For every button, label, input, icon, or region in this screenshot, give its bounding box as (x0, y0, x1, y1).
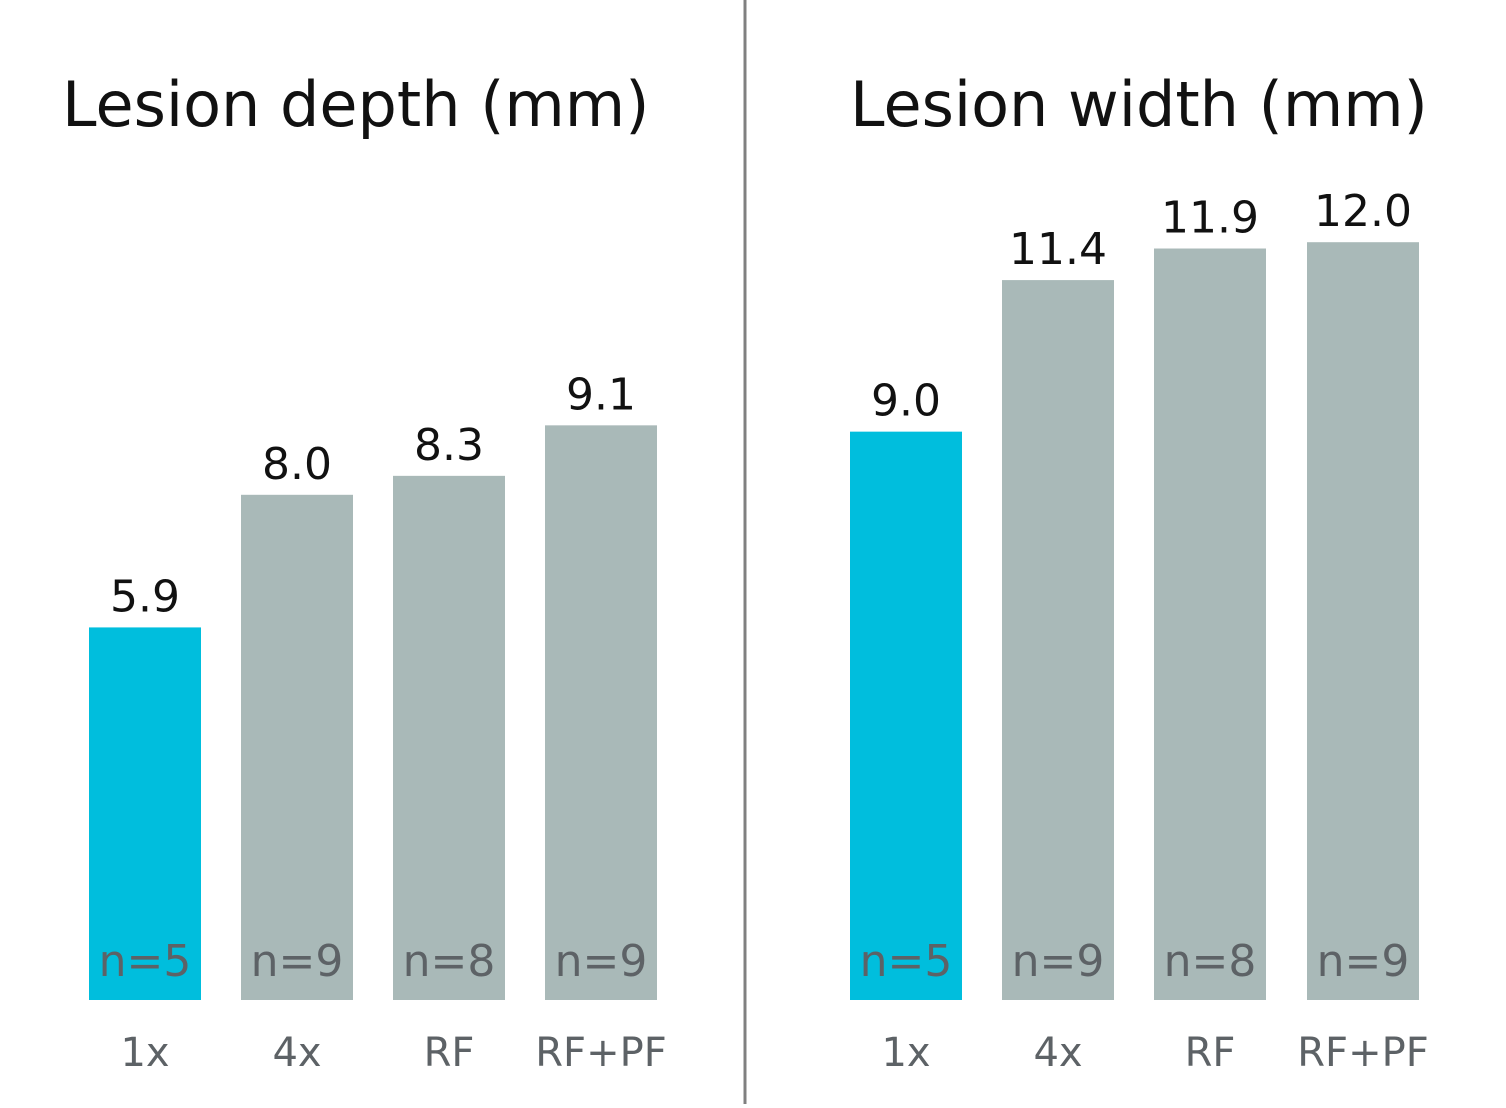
depth-category-label-4: RF+PF (535, 1030, 666, 1076)
depth-bar-2 (241, 494, 353, 1000)
depth-chart-title: Lesion depth (mm) (62, 68, 649, 141)
depth-value-label-4: 9.1 (566, 369, 636, 420)
width-category-label-1: 1x (881, 1030, 930, 1076)
depth-category-label-2: 4x (272, 1030, 321, 1076)
depth-n-label-4: n=9 (555, 936, 648, 987)
depth-bar-3 (393, 475, 505, 1001)
depth-bar-1 (89, 627, 201, 1000)
width-category-label-3: RF (1185, 1030, 1236, 1076)
depth-bar-4 (545, 425, 657, 1001)
width-category-label-2: 4x (1033, 1030, 1082, 1076)
depth-category-label-3: RF (424, 1030, 475, 1076)
width-bar-2 (1002, 280, 1114, 1001)
depth-n-label-3: n=8 (403, 936, 496, 987)
width-bar-1 (850, 431, 962, 1000)
width-value-label-1: 9.0 (871, 376, 941, 427)
width-panel: Lesion width (mm) 9.0 n=5 1x 11.4 n=9 4x 11.9 n… (850, 68, 1429, 1076)
width-n-label-1: n=5 (860, 936, 953, 987)
width-value-label-2: 11.4 (1009, 224, 1107, 275)
depth-category-label-1: 1x (120, 1030, 169, 1076)
width-value-label-4: 12.0 (1314, 186, 1412, 237)
width-n-label-3: n=8 (1164, 936, 1257, 987)
depth-value-label-2: 8.0 (262, 439, 332, 490)
width-chart-title: Lesion width (mm) (850, 68, 1428, 141)
width-value-label-3: 11.9 (1161, 193, 1259, 244)
depth-value-label-3: 8.3 (414, 420, 484, 471)
width-n-label-2: n=9 (1012, 936, 1105, 987)
width-bar-3 (1154, 248, 1266, 1000)
depth-n-label-2: n=9 (251, 936, 344, 987)
depth-n-label-1: n=5 (99, 936, 192, 987)
depth-value-label-1: 5.9 (110, 571, 180, 622)
width-n-label-4: n=9 (1317, 936, 1410, 987)
depth-panel: Lesion depth (mm) 5.9 n=5 1x 8.0 n=9 4x 8.3 n=8… (62, 68, 667, 1076)
width-bar-4 (1307, 242, 1419, 1000)
width-category-label-4: RF+PF (1297, 1030, 1428, 1076)
